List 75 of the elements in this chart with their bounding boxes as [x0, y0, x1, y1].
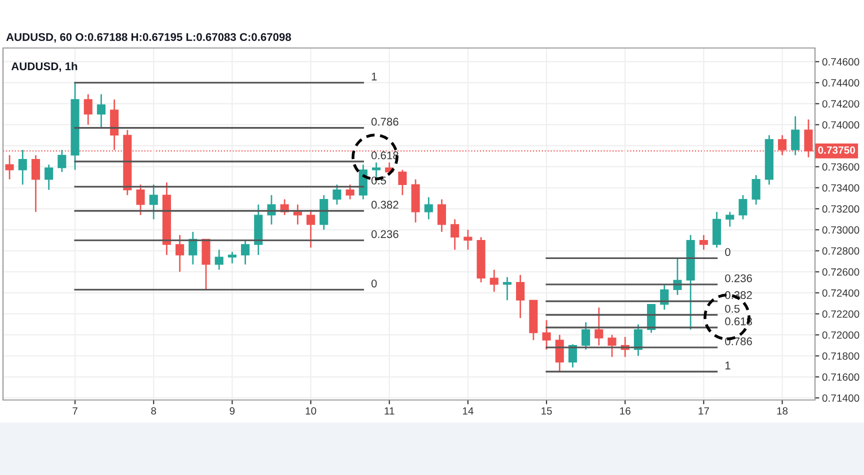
candlestick: [44, 164, 54, 191]
y-tick-label: 0.73200: [822, 205, 860, 213]
candlestick: [18, 149, 27, 186]
candlestick: [214, 249, 224, 270]
series-label: 0: [371, 280, 377, 288]
series-label: 1: [372, 72, 377, 80]
y-tick-label: 0.72800: [822, 247, 860, 255]
x-tick-label: 14: [462, 407, 474, 414]
candlestick: [608, 334, 616, 358]
series-label: 0: [725, 248, 730, 256]
x-tick-label: 8: [151, 407, 156, 415]
y-tick-label: 0.72400: [822, 289, 860, 297]
x-tick-label: 18: [777, 407, 788, 415]
candlestick: [96, 94, 106, 129]
y-tick-label: 0.74200: [822, 100, 860, 108]
x-tick-label: 11: [384, 407, 394, 414]
series-label: 0.786: [371, 118, 398, 126]
candlestick: [464, 229, 472, 250]
candlestick: [372, 162, 381, 178]
x-tick-label: 7: [72, 407, 78, 414]
candlestick: [502, 276, 512, 301]
text: AUDUSD, 1h: [11, 62, 78, 72]
x-tick-label: 9: [230, 407, 235, 415]
candlestick: [241, 240, 250, 266]
series-label: 1: [725, 362, 730, 370]
candlestick: [136, 184, 145, 216]
y-tick-label: 0.73000: [822, 226, 860, 234]
candlestick: [450, 218, 460, 250]
candlestick: [306, 209, 316, 248]
y-tick-label: 0.72200: [822, 310, 860, 318]
series-label: 0.382: [371, 200, 398, 209]
candlestick: [738, 194, 748, 220]
candlestick: [791, 116, 800, 156]
candlestick: [149, 184, 158, 220]
x-tick-label: 16: [620, 407, 630, 415]
candlestick: [594, 306, 604, 346]
x-tick-label: 17: [698, 407, 709, 414]
candlestick: [5, 154, 14, 180]
series-label: 0.236: [725, 274, 752, 282]
y-tick-label: 0.73400: [822, 184, 860, 192]
candlestick: [582, 322, 590, 350]
candlestick: [516, 274, 525, 319]
y-tick-label: 0.72600: [822, 268, 860, 276]
y-tick-label: 0.74600: [822, 58, 860, 66]
candlestick: [699, 234, 708, 250]
x-tick-label: 10: [306, 407, 316, 415]
y-tick-label: 0.74000: [822, 121, 860, 129]
y-tick-label: 0.71600: [822, 373, 860, 381]
y-tick-label: 0.72000: [822, 331, 860, 339]
series-label: 0.5: [725, 304, 740, 313]
candlestick: [293, 204, 302, 226]
candlestick: [752, 174, 760, 206]
y-tick-label: 0.74400: [822, 79, 860, 87]
candlestick: [332, 184, 342, 206]
candlestick: [490, 269, 498, 292]
y-tick-label: 0.73600: [822, 163, 860, 171]
candlestick: [176, 234, 184, 273]
candlestick: [188, 231, 198, 266]
candlestick: [398, 169, 407, 196]
chart-title: AUDUSD, 60 O:0.67188 H:0.67195 L:0.67083 C:0.67098: [6, 33, 292, 43]
candlestick: [726, 211, 734, 228]
x-tick-label: 15: [542, 407, 552, 415]
candlestick: [555, 334, 564, 372]
candlestick: [228, 251, 236, 264]
candlestick: [346, 184, 354, 200]
candlestick: [424, 196, 433, 220]
candlestick: [31, 154, 40, 213]
y-tick-label: 0.71400: [822, 394, 860, 402]
candlestick: [58, 149, 66, 173]
candlestick: [542, 319, 551, 350]
candlestick: [437, 198, 446, 233]
series-label: 0.236: [371, 230, 398, 238]
ref-line-label: 0.73750: [818, 146, 856, 154]
y-tick-label: 0.71800: [822, 352, 860, 360]
candlestick: [84, 94, 92, 126]
